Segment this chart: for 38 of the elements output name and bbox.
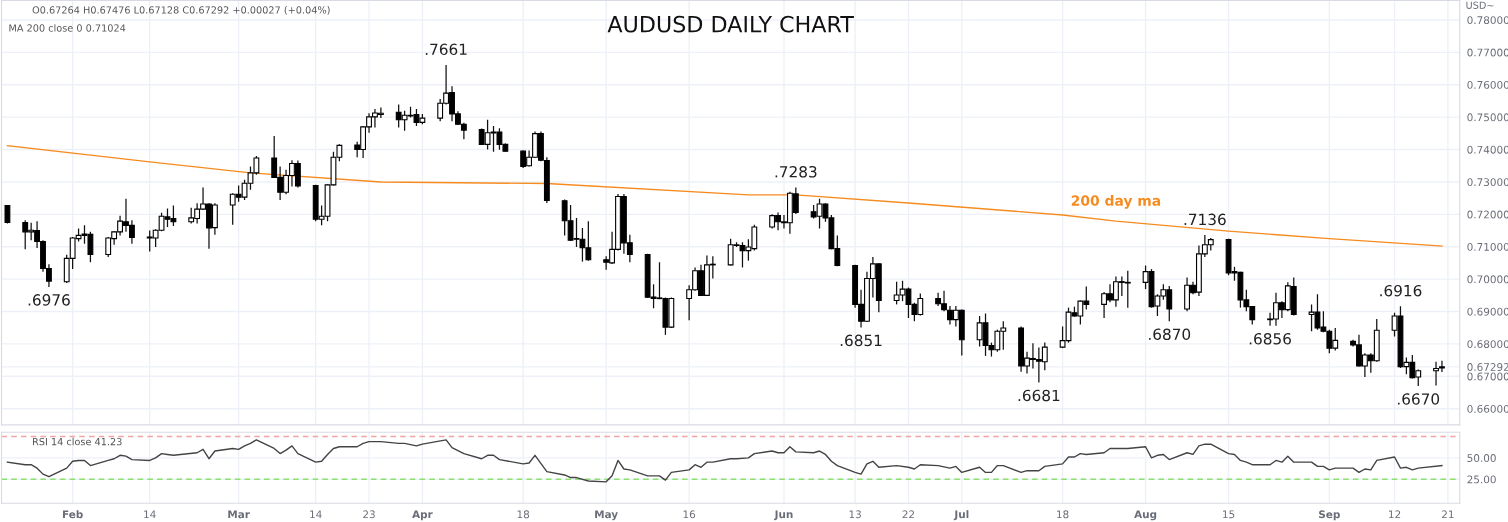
x-tick-label: 14 — [144, 510, 156, 519]
x-tick-label: 21 — [1442, 510, 1454, 519]
y-tick-label: 25.00 — [1467, 475, 1496, 484]
annotation: O0.67264 H0.67476 L0.67128 C0.67292 +0.00027 (+0.04%) — [32, 6, 330, 15]
text: AUDUSD DAILY CHART — [607, 15, 854, 33]
annotation: .6681 — [1018, 389, 1060, 402]
x-tick-label: Feb — [62, 510, 83, 519]
x-tick-label: 14 — [310, 510, 322, 519]
x-tick-label: Jun — [774, 510, 793, 521]
x-tick-label: 12 — [1389, 510, 1401, 519]
x-tick-label: 23 — [363, 510, 375, 519]
x-tick-label: Apr — [412, 510, 433, 521]
x-tick-label: Mar — [228, 510, 250, 519]
annotation: MA 200 close 0 0.71024 — [9, 24, 126, 32]
y-tick-label: 50.00 — [1467, 454, 1496, 462]
annotation: .6976 — [28, 294, 70, 306]
x-tick-label: 18 — [517, 510, 530, 519]
x-tick-label: Sep — [1319, 510, 1340, 521]
annotation: .6856 — [1249, 332, 1291, 345]
x-tick-label: 18 — [1057, 510, 1069, 519]
y-tick-label: 0.67292 — [1467, 363, 1508, 371]
annotation: .6670 — [1398, 393, 1440, 405]
annotation: .6870 — [1149, 328, 1191, 341]
annotation: .6916 — [1380, 284, 1422, 297]
x-tick-label: Jul — [953, 510, 969, 521]
x-tick-label: 15 — [1223, 510, 1235, 519]
annotation: .7283 — [775, 165, 817, 178]
series-label: 200 day ma — [1071, 195, 1161, 209]
annotation: RSI 14 close 41.23 — [33, 437, 122, 446]
annotation: .7136 — [1184, 213, 1226, 226]
y-axis-title: USD~ — [1466, 1, 1494, 9]
annotation: .6851 — [840, 334, 882, 347]
x-tick-label: Aug — [1134, 510, 1157, 521]
x-tick-label: 16 — [683, 510, 696, 519]
annotation: .7661 — [425, 43, 467, 56]
x-tick-label: 22 — [902, 510, 915, 519]
x-tick-label: May — [595, 510, 618, 521]
x-tick-label: 13 — [849, 510, 861, 519]
